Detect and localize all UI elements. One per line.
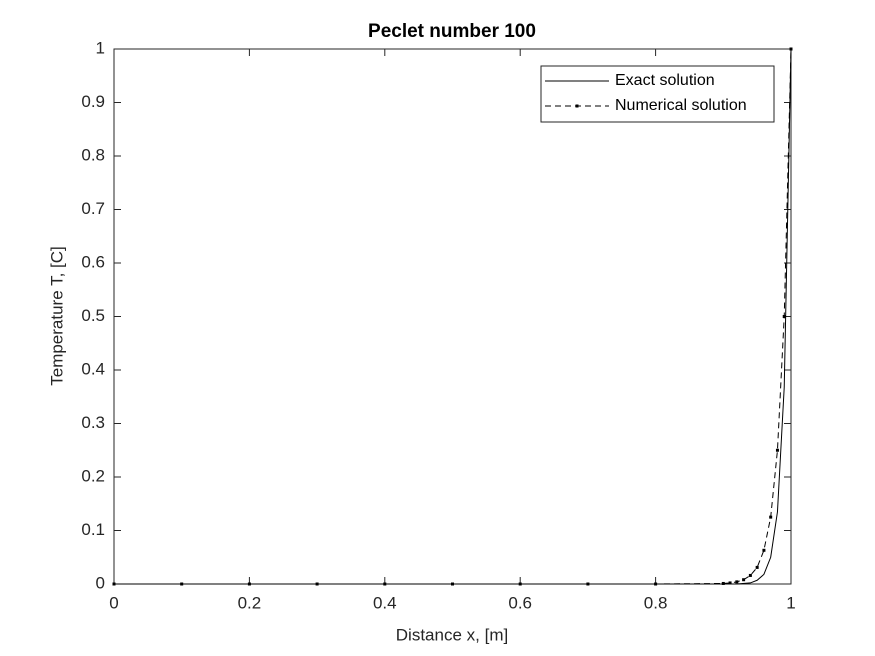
point-marker	[451, 582, 454, 586]
point-marker	[383, 582, 387, 586]
point-marker	[789, 47, 793, 51]
y-tick-label: 0.9	[81, 92, 105, 111]
y-tick-label: 0.2	[81, 466, 105, 485]
x-tick-label: 0.2	[238, 593, 262, 612]
point-marker	[654, 582, 658, 586]
point-marker	[728, 581, 732, 585]
x-tick-label: 0	[109, 593, 118, 612]
y-tick-label: 0.5	[81, 306, 105, 325]
y-tick-label: 0	[96, 573, 105, 592]
point-marker	[769, 515, 773, 519]
x-tick-label: 0.4	[373, 593, 397, 612]
point-marker	[315, 582, 319, 586]
point-marker	[782, 315, 786, 318]
y-tick-label: 0.8	[81, 145, 105, 164]
point-marker	[586, 582, 590, 586]
x-tick-label: 0.8	[644, 593, 668, 612]
y-tick-label: 0.3	[81, 413, 105, 432]
y-tick-label: 0.7	[81, 199, 105, 218]
point-marker	[742, 578, 746, 582]
y-tick-label: 1	[96, 38, 105, 57]
y-tick-label: 0.1	[81, 520, 105, 539]
legend-marker	[575, 104, 579, 108]
legend-label: Exact solution	[615, 72, 715, 89]
point-marker	[112, 582, 116, 586]
point-marker	[180, 582, 184, 586]
point-marker	[762, 548, 766, 552]
point-marker	[735, 580, 739, 584]
point-marker	[775, 448, 779, 452]
chart-title: Peclet number 100	[368, 21, 536, 42]
y-axis-label: Temperature T, [C]	[47, 246, 66, 386]
point-marker	[518, 582, 522, 586]
x-tick-label: 1	[786, 593, 795, 612]
y-tick-label: 0.4	[81, 359, 105, 378]
point-marker	[748, 573, 752, 577]
x-axis-label: Distance x, [m]	[396, 625, 508, 644]
x-tick-label: 0.6	[508, 593, 532, 612]
point-marker	[247, 582, 251, 586]
series-line	[114, 48, 792, 585]
point-marker	[721, 581, 725, 585]
point-marker	[755, 565, 759, 569]
y-tick-label: 0.6	[81, 252, 105, 271]
legend-box	[540, 65, 775, 123]
legend-label: Numerical solution	[615, 97, 747, 114]
plot-area	[113, 48, 792, 585]
